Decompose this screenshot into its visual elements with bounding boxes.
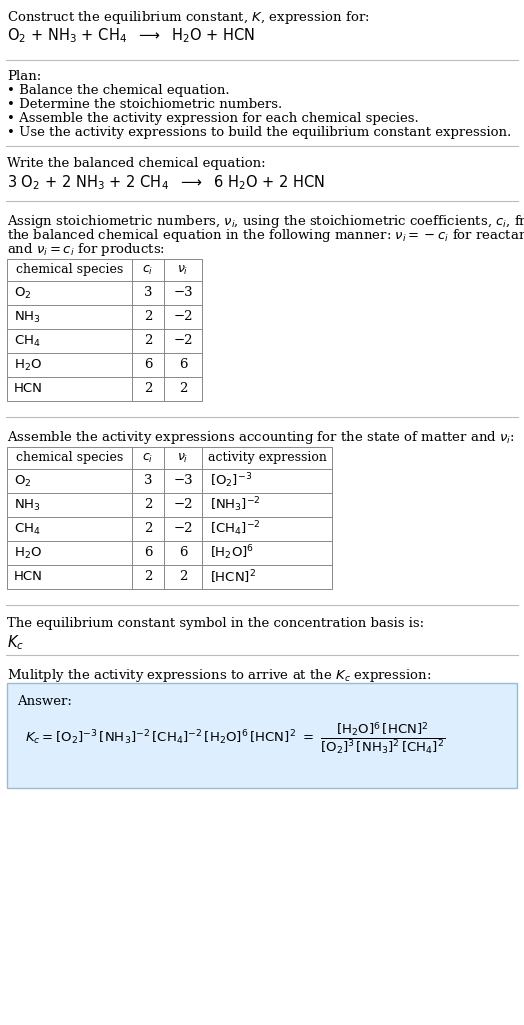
Text: $\mathregular{O_2}$ + $\mathregular{NH_3}$ + $\mathregular{CH_4}$  $\longrightar: $\mathregular{O_2}$ + $\mathregular{NH_3… [7,26,255,45]
Text: Write the balanced chemical equation:: Write the balanced chemical equation: [7,157,266,170]
Text: The equilibrium constant symbol in the concentration basis is:: The equilibrium constant symbol in the c… [7,617,424,630]
Bar [7,259,202,401]
Text: 6: 6 [144,359,152,371]
Text: 2: 2 [144,334,152,347]
Text: 2: 2 [144,571,152,583]
Text: $\mathregular{NH_3}$: $\mathregular{NH_3}$ [14,497,41,512]
Text: −3: −3 [173,475,193,488]
Text: 2: 2 [144,311,152,324]
Text: −2: −2 [173,311,193,324]
Text: $K_c$: $K_c$ [7,633,24,652]
Text: −2: −2 [173,523,193,535]
Text: 3: 3 [144,475,152,488]
Text: [CH$_4$]$^{-2}$: [CH$_4$]$^{-2}$ [210,520,261,538]
Text: Plan:: Plan: [7,70,41,83]
Text: chemical species: chemical species [16,263,123,277]
Text: $\mathregular{NH_3}$: $\mathregular{NH_3}$ [14,310,41,325]
Text: [HCN]$^{2}$: [HCN]$^{2}$ [210,568,256,585]
Bar [7,447,332,589]
Text: $K_c = [\mathrm{O_2}]^{-3}\,[\mathrm{NH_3}]^{-2}\,[\mathrm{CH_4}]^{-2}\,[\mathrm: $K_c = [\mathrm{O_2}]^{-3}\,[\mathrm{NH_… [25,721,445,757]
Text: −3: −3 [173,287,193,299]
Text: Assign stoichiometric numbers, $\nu_i$, using the stoichiometric coefficients, $: Assign stoichiometric numbers, $\nu_i$, … [7,213,524,230]
Text: $c_i$: $c_i$ [143,263,154,277]
Text: Answer:: Answer: [17,695,72,708]
Text: the balanced chemical equation in the following manner: $\nu_i = -c_i$ for react: the balanced chemical equation in the fo… [7,227,524,244]
Text: Mulitply the activity expressions to arrive at the $K_c$ expression:: Mulitply the activity expressions to arr… [7,667,431,684]
Bar [7,683,517,788]
Text: 3 $\mathregular{O_2}$ + 2 $\mathregular{NH_3}$ + 2 $\mathregular{CH_4}$  $\longr: 3 $\mathregular{O_2}$ + 2 $\mathregular{… [7,173,325,192]
Text: 2: 2 [179,571,187,583]
Text: activity expression: activity expression [208,451,326,464]
Text: 3: 3 [144,287,152,299]
Text: 2: 2 [144,382,152,396]
Text: $\mathregular{O_2}$: $\mathregular{O_2}$ [14,285,31,300]
Text: −2: −2 [173,334,193,347]
Text: Construct the equilibrium constant, $K$, expression for:: Construct the equilibrium constant, $K$,… [7,9,369,26]
Text: $\mathregular{O_2}$: $\mathregular{O_2}$ [14,474,31,489]
Text: • Determine the stoichiometric numbers.: • Determine the stoichiometric numbers. [7,98,282,111]
Text: chemical species: chemical species [16,451,123,464]
Text: $\mathregular{CH_4}$: $\mathregular{CH_4}$ [14,522,41,536]
Text: • Balance the chemical equation.: • Balance the chemical equation. [7,84,230,97]
Text: [NH$_3$]$^{-2}$: [NH$_3$]$^{-2}$ [210,496,261,515]
Text: 6: 6 [179,359,187,371]
Text: $\mathregular{H_2O}$: $\mathregular{H_2O}$ [14,358,42,372]
Text: $\nu_i$: $\nu_i$ [177,263,189,277]
Text: 2: 2 [179,382,187,396]
Text: 6: 6 [144,546,152,560]
Text: [H$_2$O]$^{6}$: [H$_2$O]$^{6}$ [210,543,254,563]
Text: • Use the activity expressions to build the equilibrium constant expression.: • Use the activity expressions to build … [7,126,511,139]
Text: $\nu_i$: $\nu_i$ [177,451,189,464]
Text: Assemble the activity expressions accounting for the state of matter and $\nu_i$: Assemble the activity expressions accoun… [7,429,515,446]
Text: −2: −2 [173,498,193,511]
Text: [O$_2$]$^{-3}$: [O$_2$]$^{-3}$ [210,472,252,490]
Text: $\mathregular{CH_4}$: $\mathregular{CH_4}$ [14,333,41,348]
Text: HCN: HCN [14,382,43,396]
Text: • Assemble the activity expression for each chemical species.: • Assemble the activity expression for e… [7,112,419,125]
Text: $\mathregular{H_2O}$: $\mathregular{H_2O}$ [14,545,42,561]
Text: 2: 2 [144,523,152,535]
Text: $c_i$: $c_i$ [143,451,154,464]
Text: and $\nu_i = c_i$ for products:: and $\nu_i = c_i$ for products: [7,241,165,258]
Text: HCN: HCN [14,571,43,583]
Text: 2: 2 [144,498,152,511]
Text: 6: 6 [179,546,187,560]
